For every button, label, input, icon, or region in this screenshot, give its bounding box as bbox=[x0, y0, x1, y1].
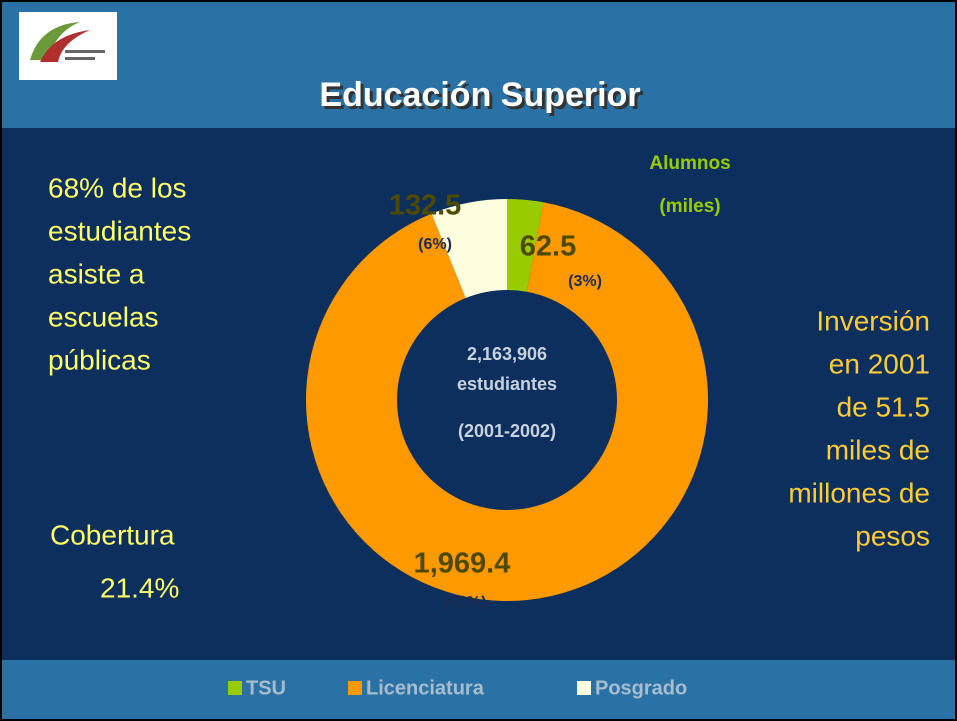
right-note: de 51.5 bbox=[837, 391, 930, 422]
left-note: 68% de los bbox=[48, 172, 187, 203]
percent-label: (6%) bbox=[418, 236, 452, 253]
percent-label: (91%) bbox=[444, 594, 487, 611]
legend-swatch bbox=[348, 681, 362, 695]
title: Educación Superior bbox=[319, 76, 640, 114]
logo-shape bbox=[30, 22, 80, 60]
value-label: 132.5 bbox=[389, 190, 462, 222]
donut-segment bbox=[507, 199, 544, 292]
annotation: Alumnos bbox=[649, 153, 730, 174]
legend-label: Licenciatura bbox=[366, 677, 485, 699]
right-note: miles de bbox=[826, 434, 930, 465]
right-note: Inversión bbox=[816, 305, 930, 336]
right-note: pesos bbox=[855, 520, 930, 551]
title-shadow: Educación Superior bbox=[322, 79, 643, 117]
coverage-value: 21.4% bbox=[100, 572, 179, 603]
value-label: 1,969.4 bbox=[414, 548, 511, 580]
legend-swatch bbox=[228, 681, 242, 695]
annotation: (miles) bbox=[659, 196, 720, 217]
donut-segment bbox=[431, 199, 507, 299]
legend-swatch bbox=[577, 681, 591, 695]
left-note: públicas bbox=[48, 344, 151, 375]
center-text: estudiantes bbox=[457, 374, 557, 394]
coverage-label: Cobertura bbox=[50, 519, 175, 550]
donut-segment bbox=[305, 202, 708, 601]
center-text: (2001-2002) bbox=[458, 421, 556, 441]
percent-label: (3%) bbox=[568, 273, 602, 290]
logo-shape bbox=[40, 30, 90, 62]
legend-label: TSU bbox=[246, 677, 286, 699]
legend-label: Posgrado bbox=[595, 677, 687, 699]
value-label: 62.5 bbox=[520, 231, 576, 263]
right-note: en 2001 bbox=[829, 348, 930, 379]
logo-box bbox=[19, 12, 117, 80]
left-note: escuelas bbox=[48, 301, 159, 332]
right-note: millones de bbox=[788, 477, 930, 508]
left-note: estudiantes bbox=[48, 215, 191, 246]
logo-text bbox=[65, 57, 95, 60]
left-note: asiste a bbox=[48, 258, 145, 289]
logo bbox=[19, 12, 117, 80]
center-text: 2,163,906 bbox=[467, 344, 547, 364]
logo-text bbox=[65, 50, 105, 53]
